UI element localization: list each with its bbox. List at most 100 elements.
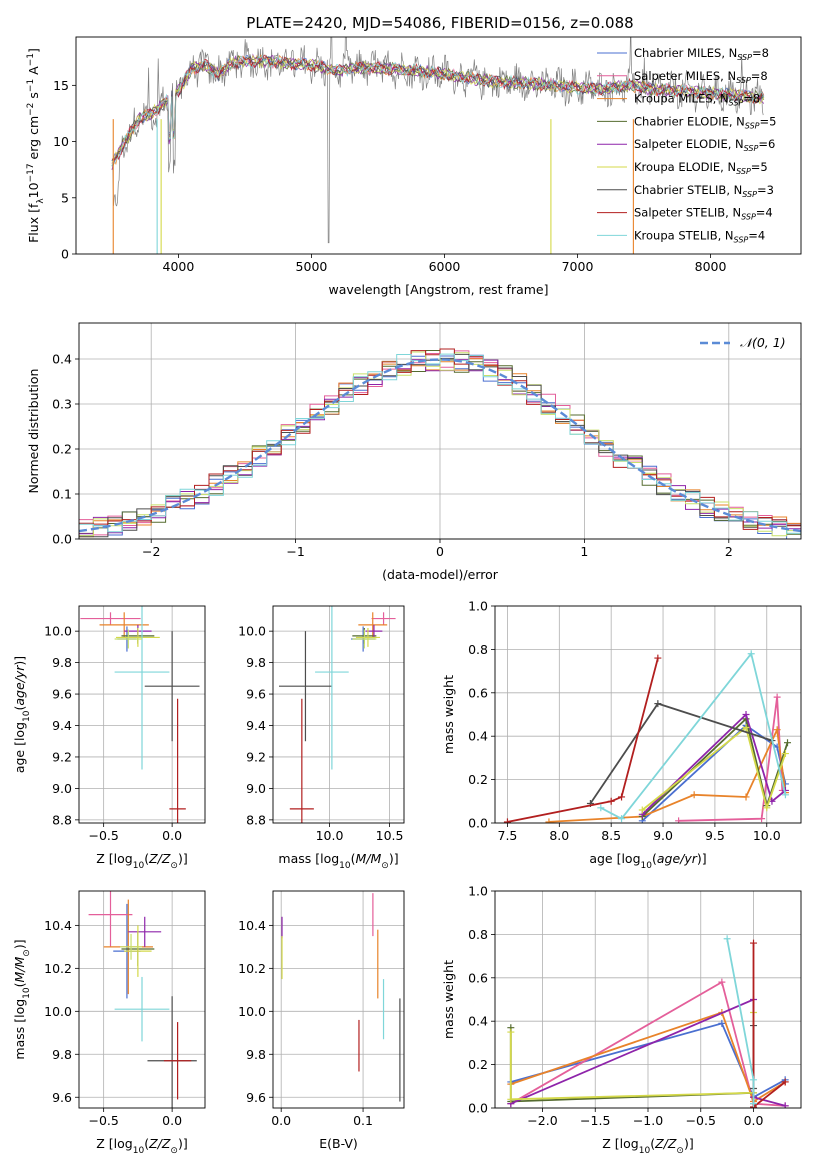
errorbar-plot (88, 891, 197, 1108)
x-tick-label: 1 (580, 544, 588, 559)
errorbar-point (371, 612, 396, 625)
x-tick-label: 10.0 (753, 828, 781, 843)
x-tick-label: 9.0 (653, 828, 673, 843)
x-tick-label: 7.5 (498, 828, 518, 843)
model-spectrum-line (111, 54, 765, 161)
legend-label: Salpeter STELIB, NSSP=4 (634, 206, 773, 222)
data-point (718, 978, 726, 986)
x-tick-label: −1 (286, 544, 304, 559)
legend-label: Salpeter MILES, NSSP=8 (634, 69, 768, 85)
errorbar-point (114, 976, 170, 1042)
y-axis-label: age [log10(age/yr)] (12, 656, 32, 773)
data-point (654, 700, 662, 708)
y-tick-label: 0.4 (468, 729, 488, 744)
data-point (781, 1078, 789, 1086)
x-tick-label: 8000 (695, 259, 727, 274)
x-axis-label: Z [log10(Z/Z⊙)] (602, 1136, 693, 1156)
histogram-series (79, 353, 801, 539)
data-point (618, 793, 626, 801)
histogram-plot (79, 348, 801, 539)
errorbar-point (124, 925, 152, 977)
y-tick-label: 0.2 (468, 1057, 488, 1072)
legend-label: Chabrier MILES, NSSP=8 (634, 46, 769, 62)
data-point (597, 804, 605, 812)
data-point (750, 1076, 758, 1084)
x-tick-label: 7000 (562, 259, 594, 274)
figure-title: PLATE=2420, MJD=54086, FIBERID=0156, z=0… (246, 14, 633, 32)
data-point (781, 1102, 789, 1108)
mass-weight-line (641, 725, 787, 811)
y-tick-label: 1.0 (468, 884, 488, 899)
x-tick-label: 0.0 (162, 828, 182, 843)
y-tick-label: 10.2 (238, 961, 266, 976)
x-axis-label: mass [log10(M/M⊙)] (278, 851, 398, 871)
data-point (747, 650, 755, 658)
errorbar-plot (281, 893, 401, 1102)
data-point (742, 711, 750, 718)
data-point (750, 939, 758, 947)
axes-spectrum: 4000 5000 6000 7000 8000 0 5 10 15 Chabrier MILES… (26, 36, 802, 297)
model-spectrum-line (111, 54, 765, 167)
mass-weight-line (510, 980, 786, 1107)
data-point (690, 791, 698, 799)
y-tick-label: 8.8 (52, 812, 72, 827)
mass-weight-line (548, 726, 787, 823)
data-point (503, 818, 511, 823)
axes-frame (78, 890, 206, 1109)
y-tick-label: 9.6 (246, 1090, 266, 1105)
x-tick-label: −1.5 (580, 1113, 610, 1128)
axes-age_vs_Z: −0.5 0.0 8.8 9.0 9.2 9.4 9.6 9.8 10.0 Z [log10(Z/… (12, 605, 206, 871)
axes-massweight_vs_Z: −2.0 −1.5 −1.0 −0.5 0.0 0.0 0.2 0.4 0.6 0.8 1.0 Z [… (441, 884, 802, 1156)
legend-label: Chabrier ELODIE, NSSP=5 (634, 114, 776, 130)
y-tick-label: 9.2 (246, 749, 266, 764)
y-tick-label: 10.0 (44, 1004, 72, 1019)
errorbar-point (289, 698, 314, 823)
x-tick-label: 8.5 (601, 828, 621, 843)
line-plot (503, 650, 792, 823)
legend-label: Kroupa STELIB, NSSP=4 (634, 228, 765, 244)
y-tick-label: 5 (61, 190, 69, 205)
errorbar-point (114, 606, 170, 770)
x-tick-label: 2 (725, 544, 733, 559)
y-axis-label: Flux [fλ10−17 erg cm−2 s−1 A−1] (26, 48, 46, 243)
gaussian-curve (79, 358, 801, 533)
y-axis-label: mass weight (441, 675, 456, 754)
y-tick-label: 0.4 (52, 352, 72, 367)
data-point (638, 806, 646, 814)
errorbar-point (114, 629, 142, 649)
errorbar-point (352, 629, 377, 649)
errorbar-point (115, 628, 160, 647)
y-tick-label: 0.8 (468, 642, 488, 657)
y-tick-label: 10.4 (44, 918, 72, 933)
errorbar-plot (279, 606, 396, 823)
y-tick-label: 9.8 (246, 1047, 266, 1062)
data-point (742, 793, 750, 801)
x-tick-label: 9.5 (705, 828, 725, 843)
y-tick-label: 0.6 (468, 970, 488, 985)
y-tick-label: 0.0 (52, 532, 72, 547)
y-tick-label: 0.0 (468, 816, 488, 831)
y-tick-label: 0.8 (468, 927, 488, 942)
errorbar-point (358, 612, 388, 638)
line-plot (507, 935, 789, 1108)
data-point (607, 797, 615, 805)
legend-label: 𝒩(0, 1) (740, 335, 786, 350)
x-tick-label: 4000 (163, 259, 195, 274)
x-tick-label: 8.0 (549, 828, 569, 843)
errorbar-point (163, 1022, 192, 1100)
errorbar-point (88, 891, 133, 947)
x-tick-label: 0.0 (271, 1113, 291, 1128)
x-axis-label: (data-model)/error (382, 567, 499, 582)
data-point (718, 1019, 726, 1027)
data-point (784, 739, 792, 747)
axes-frame (272, 890, 405, 1109)
y-axis-label: Normed distribution (26, 369, 41, 494)
mass-weight-line (510, 1022, 786, 1099)
y-tick-label: 8.8 (246, 812, 266, 827)
data-point (545, 818, 553, 823)
legend-label: Kroupa MILES, NSSP=8 (634, 92, 760, 108)
x-tick-label: −0.5 (88, 828, 118, 843)
data-point (750, 1100, 758, 1108)
y-tick-label: 10.4 (238, 918, 266, 933)
x-axis-label: E(B-V) (319, 1136, 358, 1151)
